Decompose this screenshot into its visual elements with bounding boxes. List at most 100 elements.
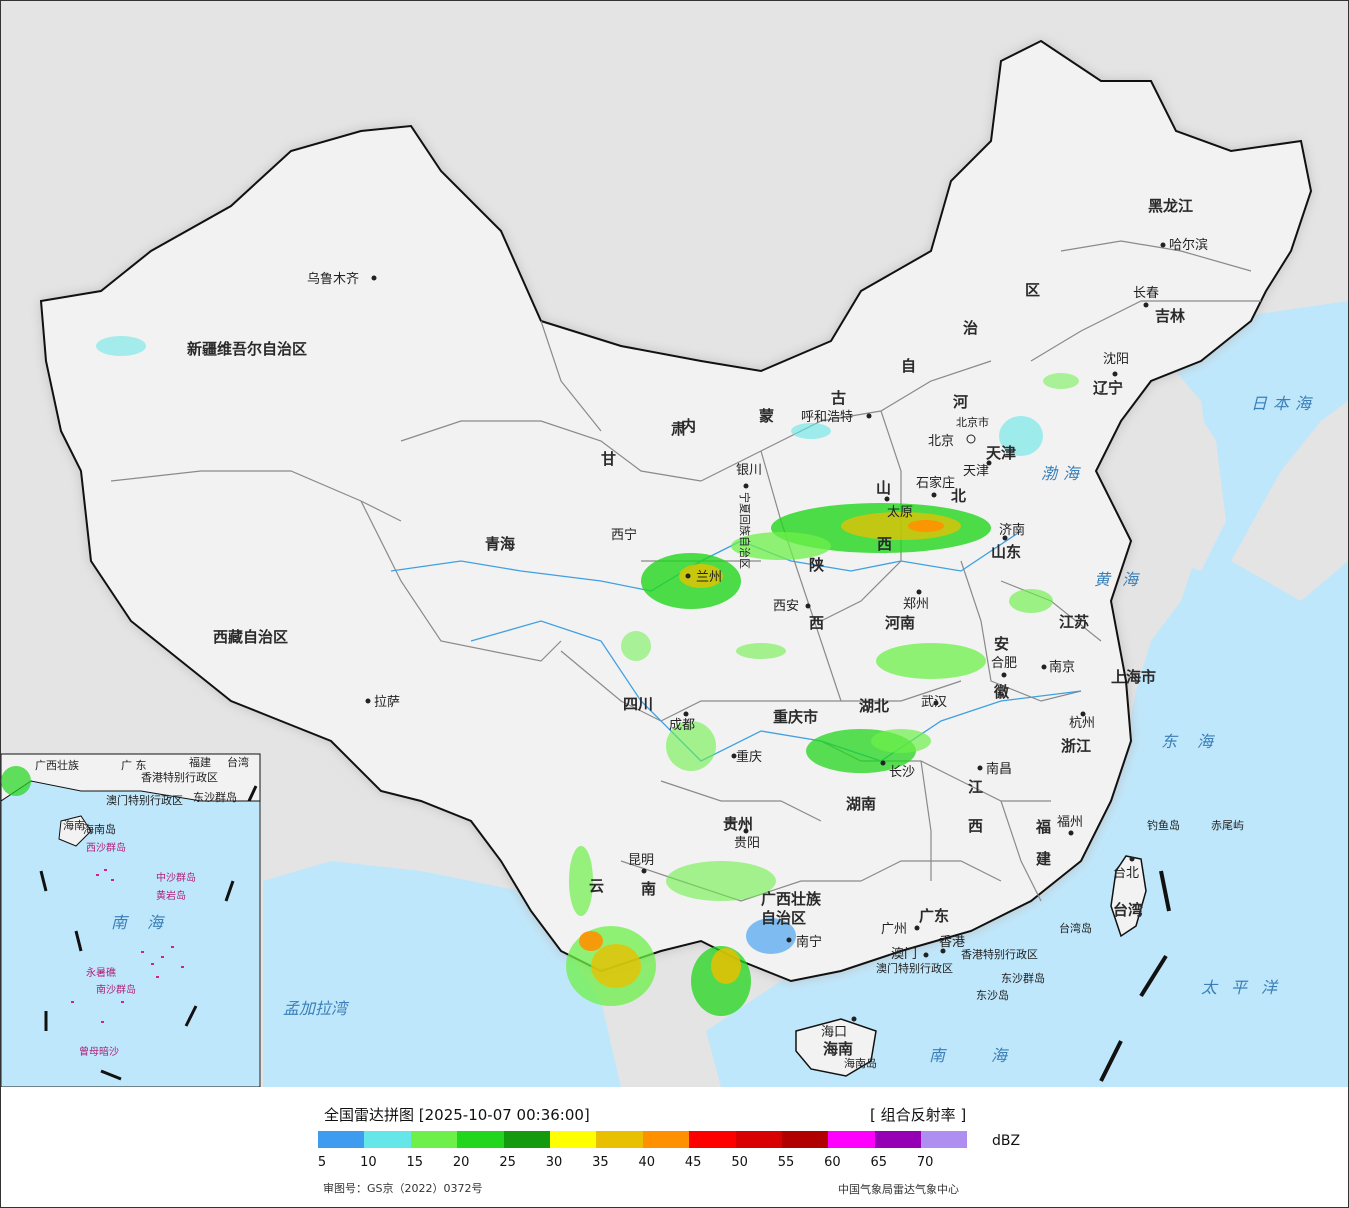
- svg-text:东沙岛: 东沙岛: [976, 988, 1009, 1002]
- svg-text:甘: 甘: [601, 450, 616, 468]
- svg-text:西安: 西安: [773, 599, 799, 614]
- svg-text:东沙群岛: 东沙群岛: [1001, 971, 1045, 985]
- south-china-sea-inset: 广西壮族 广 东 福建 台湾 海南 香港特别行政区 澳门特别行政区 东沙群岛 海…: [1, 753, 261, 1087]
- korea-land: [1141, 401, 1226, 571]
- svg-text:天津: 天津: [963, 464, 989, 479]
- svg-text:东沙群岛: 东沙群岛: [193, 790, 237, 804]
- taiwan-island: [1110, 855, 1147, 938]
- svg-text:香港特别行政区: 香港特别行政区: [961, 947, 1038, 961]
- radar-echoes: [96, 336, 1079, 1016]
- svg-text:自治区: 自治区: [761, 909, 806, 927]
- svg-text:新疆维吾尔自治区: 新疆维吾尔自治区: [187, 340, 307, 358]
- svg-text:海南岛: 海南岛: [83, 822, 116, 836]
- svg-text:西宁: 西宁: [611, 527, 637, 543]
- svg-text:银川: 银川: [736, 463, 762, 478]
- svg-text:江: 江: [968, 778, 983, 796]
- svg-text:西藏自治区: 西藏自治区: [213, 628, 288, 646]
- svg-text:陕: 陕: [809, 556, 824, 574]
- svg-text:黑龙江: 黑龙江: [1148, 197, 1193, 215]
- svg-text:湖北: 湖北: [859, 697, 889, 715]
- color-scale-tick: 25: [499, 1155, 516, 1170]
- color-scale-tick: 60: [824, 1155, 841, 1170]
- svg-text:青海: 青海: [485, 535, 515, 553]
- svg-text:南昌: 南昌: [986, 761, 1012, 777]
- hainan-island: [795, 1018, 877, 1077]
- svg-text:杭州: 杭州: [1069, 716, 1095, 731]
- svg-text:北京市: 北京市: [956, 415, 989, 429]
- svg-text:西: 西: [809, 614, 824, 632]
- svg-text:钓鱼岛: 钓鱼岛: [1147, 818, 1180, 832]
- color-scale-cell: [318, 1131, 365, 1148]
- color-scale-cell: [410, 1131, 458, 1148]
- svg-text:海口: 海口: [821, 1025, 847, 1040]
- color-scale-cell: [596, 1131, 643, 1148]
- sea-labels: 日本海 渤海 黄海 东海 南海 太平洋 孟加拉湾: [283, 394, 1317, 1065]
- radar-map[interactable]: 新疆维吾尔自治区 西藏自治区 青海 西宁 甘 肃 内 蒙 古 自 治 区 黑龙江…: [1, 1, 1348, 1087]
- svg-text:贵阳: 贵阳: [734, 836, 760, 851]
- svg-text:长沙: 长沙: [889, 765, 915, 780]
- svg-text:太原: 太原: [887, 505, 913, 520]
- svg-text:山: 山: [876, 479, 891, 497]
- svg-text:香港特别行政区: 香港特别行政区: [141, 770, 218, 784]
- svg-text:安: 安: [994, 635, 1009, 653]
- svg-text:治: 治: [963, 319, 978, 337]
- svg-text:广州: 广州: [881, 922, 907, 937]
- svg-text:哈尔滨: 哈尔滨: [1169, 237, 1208, 253]
- svg-text:呼和浩特: 呼和浩特: [801, 410, 853, 425]
- svg-text:吉林: 吉林: [1155, 307, 1186, 325]
- color-scale-tick: 40: [638, 1155, 656, 1170]
- svg-text:自: 自: [901, 357, 916, 375]
- svg-text:台湾: 台湾: [227, 755, 249, 769]
- svg-text:曾母暗沙: 曾母暗沙: [79, 1045, 119, 1058]
- svg-text:海南: 海南: [63, 818, 85, 832]
- color-scale-tick: 70: [916, 1155, 934, 1170]
- svg-text:海南岛: 海南岛: [844, 1056, 877, 1070]
- svg-text:天津: 天津: [986, 444, 1016, 462]
- color-scale-cell: [689, 1131, 736, 1148]
- svg-text:乌鲁木齐: 乌鲁木齐: [307, 271, 359, 287]
- color-scale-tick: 20: [452, 1155, 470, 1170]
- svg-text:辽宁: 辽宁: [1093, 379, 1123, 397]
- province-labels: 新疆维吾尔自治区 西藏自治区 青海 西宁 甘 肃 内 蒙 古 自 治 区 黑龙江…: [187, 197, 1193, 1058]
- svg-text:建: 建: [1036, 850, 1052, 868]
- svg-text:南海: 南海: [929, 1046, 1053, 1065]
- bay-of-bengal: [263, 861, 621, 1087]
- color-scale-cell: [828, 1131, 875, 1148]
- rivers: [390, 530, 1082, 762]
- svg-text:西: 西: [968, 817, 983, 835]
- svg-text:永暑礁: 永暑礁: [86, 966, 116, 979]
- radar-title: 全国雷达拼图 [2025-10-07 00:36:00]: [324, 1106, 590, 1124]
- color-scale-bar: [318, 1131, 968, 1148]
- color-scale-cell: [642, 1131, 690, 1148]
- svg-text:山东: 山东: [991, 543, 1021, 561]
- color-scale-tick: 30: [545, 1155, 563, 1170]
- svg-text:济南: 济南: [999, 522, 1025, 538]
- svg-text:广西壮族: 广西壮族: [761, 890, 822, 908]
- svg-text:上海市: 上海市: [1111, 668, 1156, 686]
- color-scale-cell: [921, 1131, 968, 1148]
- svg-text:赤尾屿: 赤尾屿: [1211, 819, 1244, 832]
- svg-text:蒙: 蒙: [759, 407, 774, 425]
- svg-text:贵州: 贵州: [723, 815, 753, 833]
- svg-text:西: 西: [877, 535, 892, 553]
- svg-text:福: 福: [1035, 818, 1051, 836]
- svg-text:台湾: 台湾: [1113, 901, 1143, 919]
- color-scale-tick: 55: [777, 1155, 795, 1170]
- color-scale-tick: 65: [870, 1155, 888, 1170]
- svg-text:广东: 广东: [919, 907, 949, 925]
- svg-text:黄岩岛: 黄岩岛: [156, 889, 186, 902]
- svg-text:福建: 福建: [189, 755, 211, 769]
- svg-text:重庆: 重庆: [736, 749, 762, 765]
- svg-text:澳门特别行政区: 澳门特别行政区: [106, 793, 183, 807]
- maritime-boundary-lines: [1099, 870, 1171, 1082]
- island-labels: 钓鱼岛 赤尾屿 台湾岛 东沙群岛 东沙岛 海南岛: [844, 818, 1244, 1070]
- color-scale-cell: [735, 1131, 782, 1148]
- svg-text:广 东: 广 东: [121, 759, 147, 772]
- svg-text:澳门特别行政区: 澳门特别行政区: [876, 961, 953, 975]
- svg-text:太平洋: 太平洋: [1201, 978, 1291, 997]
- color-scale-cell: [364, 1131, 411, 1148]
- svg-text:日本海: 日本海: [1251, 394, 1317, 413]
- svg-text:昆明: 昆明: [628, 853, 654, 868]
- svg-text:成都: 成都: [669, 718, 695, 733]
- svg-text:浙江: 浙江: [1061, 737, 1091, 755]
